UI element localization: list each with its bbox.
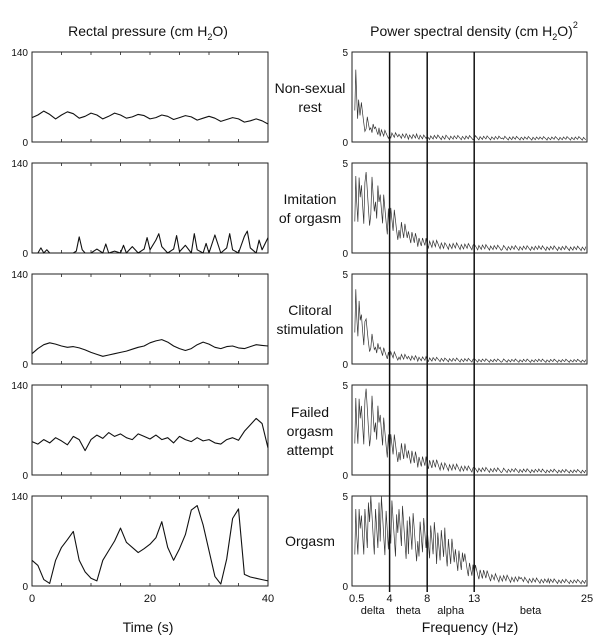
y-tick-label: 5	[342, 270, 348, 281]
band-boundaries	[388, 52, 475, 592]
x-tick-label: 40	[262, 593, 274, 605]
y-tick-label: 140	[11, 48, 28, 59]
panel-frame	[31, 384, 269, 476]
x-tick-label: 20	[144, 593, 156, 605]
condition-labels: Non-sexual rest Imitation of orgasm Clitoral…	[275, 80, 346, 549]
band-label: alpha	[437, 605, 465, 617]
panel-frame	[351, 51, 588, 143]
psd-trace	[354, 495, 587, 585]
psd-panel: 05	[342, 159, 588, 260]
y-tick-label: 0	[342, 582, 348, 593]
band-label: beta	[520, 605, 542, 617]
band-label: delta	[361, 605, 386, 617]
psd-panel: 05	[342, 270, 588, 371]
condition-label-line: orgasm	[287, 423, 334, 439]
pressure-panel: 0 140	[11, 381, 269, 482]
pressure-panel: 0 140	[11, 48, 269, 149]
y-tick-label: 0	[22, 360, 28, 371]
y-tick-label: 0	[22, 582, 28, 593]
y-tick-label: 0	[342, 249, 348, 260]
x-tick-label: 25	[581, 593, 593, 605]
x-tick-label: 13	[468, 593, 480, 605]
psd-trace	[354, 171, 587, 252]
panel-frame	[351, 162, 588, 254]
y-tick-label: 5	[342, 159, 348, 170]
frequency-axis: 0.5 4 8 13 25 delta theta alpha beta	[349, 593, 593, 617]
y-tick-label: 0	[342, 138, 348, 149]
pressure-panel: 0 140	[11, 159, 269, 260]
x-tick-label: 0.5	[349, 593, 364, 605]
condition-label-line: Clitoral	[288, 302, 332, 318]
psd-trace	[354, 69, 587, 141]
y-tick-label: 5	[342, 48, 348, 59]
panel-frame	[351, 384, 588, 476]
right-x-label: Frequency (Hz)	[422, 619, 518, 635]
time-axis: 0 20 40	[29, 593, 274, 605]
pressure-panel: 0 140	[11, 492, 269, 593]
condition-label-line: Orgasm	[285, 533, 335, 549]
y-tick-label: 5	[342, 381, 348, 392]
psd-trace	[354, 388, 587, 474]
y-tick-label: 140	[11, 381, 28, 392]
y-tick-label: 140	[11, 270, 28, 281]
y-tick-label: 0	[22, 138, 28, 149]
y-tick-label: 5	[342, 492, 348, 503]
condition-label-line: stimulation	[277, 321, 344, 337]
left-title: Rectal pressure (cm H2O)	[68, 23, 228, 42]
condition-label-line: of orgasm	[279, 210, 341, 226]
x-tick-label: 0	[29, 593, 35, 605]
pressure-trace	[31, 505, 269, 585]
panel-frame	[31, 51, 269, 143]
y-tick-label: 140	[11, 492, 28, 503]
pressure-panel: 0 140	[11, 270, 269, 371]
pressure-trace	[32, 230, 269, 254]
panel-frame	[351, 273, 588, 365]
panel-frame	[351, 495, 588, 587]
y-tick-label: 0	[22, 249, 28, 260]
psd-panel: 05	[342, 381, 588, 482]
condition-label-line: rest	[298, 99, 321, 115]
left-x-label: Time (s)	[123, 619, 174, 635]
y-tick-label: 0	[342, 471, 348, 482]
condition-label-line: Failed	[291, 404, 329, 420]
x-tick-label: 8	[424, 593, 430, 605]
psd-panel: 05	[342, 48, 588, 149]
pressure-trace	[31, 417, 269, 452]
x-tick-label: 4	[387, 593, 393, 605]
pressure-trace	[31, 339, 269, 357]
psd-panel: 05	[342, 492, 588, 593]
panel-frame	[31, 162, 269, 254]
band-label: theta	[396, 605, 421, 617]
panel-frame	[31, 273, 269, 365]
right-title: Power spectral density (cm H2O)2	[370, 20, 578, 42]
pressure-trace	[31, 110, 269, 125]
y-tick-label: 0	[22, 471, 28, 482]
condition-label-line: Non-sexual	[275, 80, 346, 96]
y-tick-label: 140	[11, 159, 28, 170]
condition-label-line: Imitation	[284, 191, 337, 207]
condition-label-line: attempt	[287, 442, 334, 458]
panel-frame	[31, 495, 269, 587]
rectal-pressure-panels: 0 140 0 140 0 140 0 140 0 140	[11, 48, 269, 593]
psd-trace	[354, 289, 587, 363]
y-tick-label: 0	[342, 360, 348, 371]
